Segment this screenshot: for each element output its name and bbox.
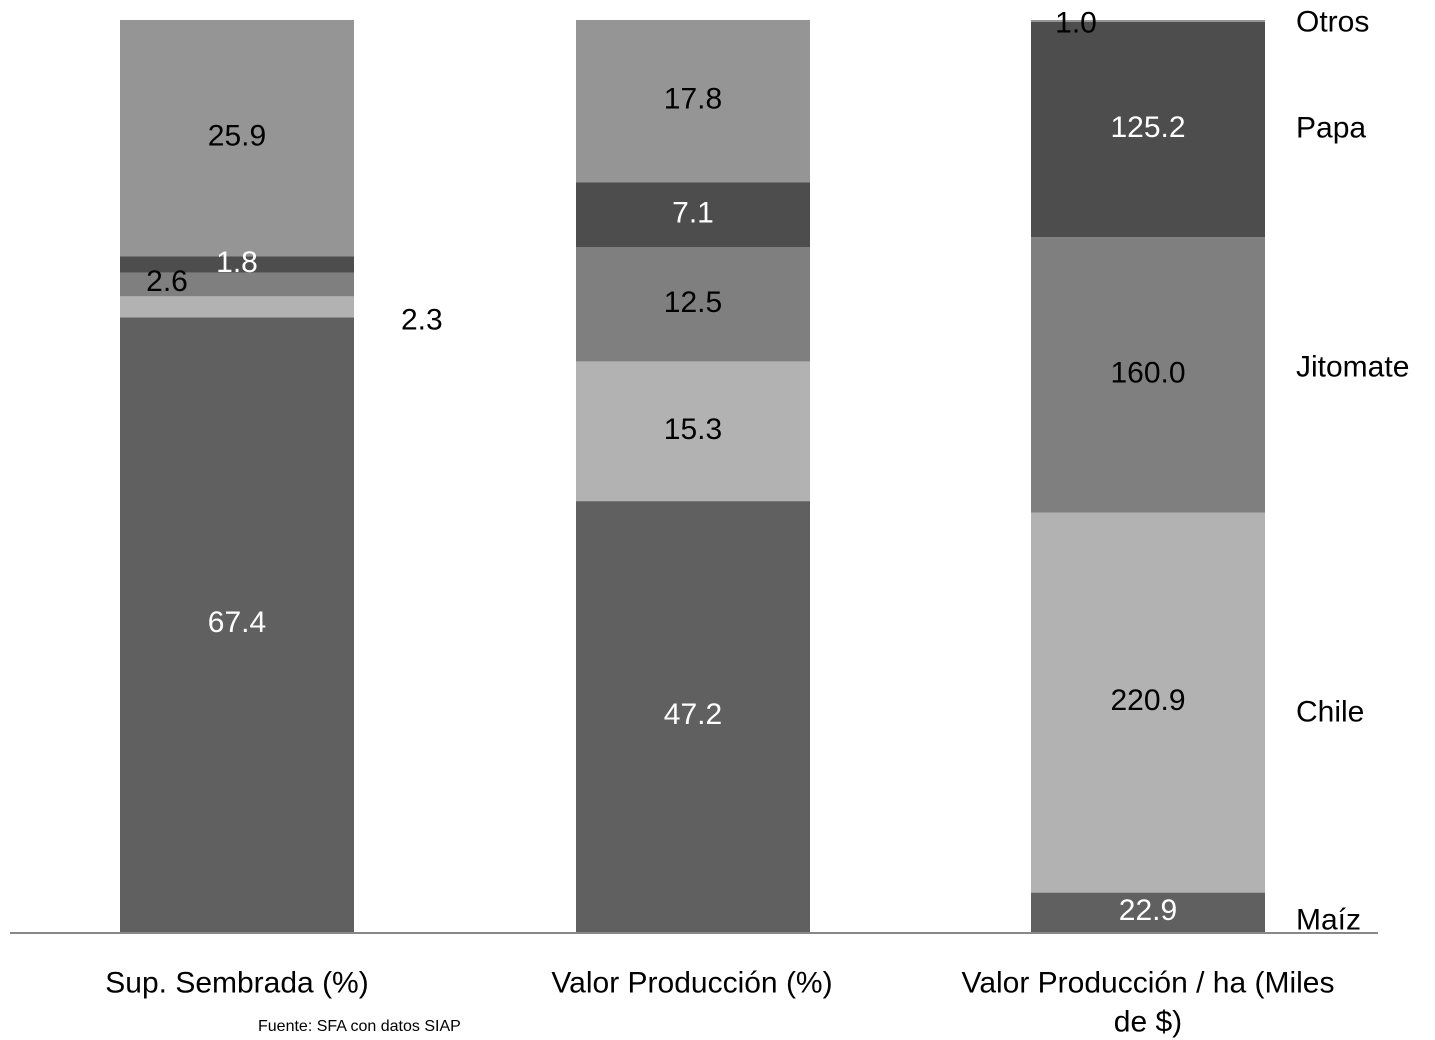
data-label-jitomate-3: 160.0 <box>1110 356 1185 389</box>
data-label-otros-2: 17.8 <box>664 83 722 116</box>
data-label-jitomate-2: 12.5 <box>664 286 722 319</box>
legend-label-chile: Chile <box>1296 696 1364 729</box>
category-label-3-line-1: Valor Producción / ha (Miles <box>962 967 1335 1000</box>
bar-segment-papa-3 <box>1031 21 1265 238</box>
bar-segment-otros-2 <box>576 20 810 183</box>
data-label-chile-3: 220.9 <box>1110 684 1185 717</box>
bar-segment-chile-1 <box>120 296 354 318</box>
bar-segment-papa-1 <box>120 256 354 273</box>
legend-label-maiz: Maíz <box>1296 904 1361 937</box>
source-note: Fuente: SFA con datos SIAP <box>258 1018 461 1035</box>
bar-segment-otros-3 <box>1031 20 1265 22</box>
bar-segment-maiz-1 <box>120 317 354 932</box>
legend-label-papa: Papa <box>1296 112 1366 145</box>
data-label-chile-2: 15.3 <box>664 413 722 446</box>
data-label-papa-2: 7.1 <box>672 196 714 229</box>
bar-segment-chile-2 <box>576 361 810 502</box>
data-label-jitomate-1: 2.6 <box>146 265 188 298</box>
category-label-1: Sup. Sembrada (%) <box>105 967 368 1000</box>
data-label-otros-3: 1.0 <box>1055 6 1097 39</box>
bar-segment-chile-3 <box>1031 512 1265 893</box>
bar-segment-otros-1 <box>120 20 354 257</box>
legend-label-jitomate: Jitomate <box>1296 351 1409 384</box>
data-label-chile-1: 2.3 <box>401 303 443 336</box>
data-label-papa-1: 1.8 <box>216 246 258 279</box>
bar-segment-papa-2 <box>576 182 810 248</box>
bar-segment-jitomate-2 <box>576 247 810 362</box>
bar-segment-jitomate-1 <box>120 272 354 297</box>
data-label-maiz-3: 22.9 <box>1119 894 1177 927</box>
bar-segment-maiz-2 <box>576 501 810 932</box>
legend-label-otros: Otros <box>1296 6 1369 39</box>
data-label-papa-3: 125.2 <box>1110 111 1185 144</box>
category-label-2: Valor Producción (%) <box>551 967 832 1000</box>
data-label-maiz-1: 67.4 <box>208 606 266 639</box>
data-label-maiz-2: 47.2 <box>664 698 722 731</box>
data-label-otros-1: 25.9 <box>208 120 266 153</box>
bar-segment-maiz-3 <box>1031 892 1265 932</box>
bar-segment-jitomate-3 <box>1031 237 1265 513</box>
category-label-3-line-2: de $) <box>1114 1006 1182 1039</box>
